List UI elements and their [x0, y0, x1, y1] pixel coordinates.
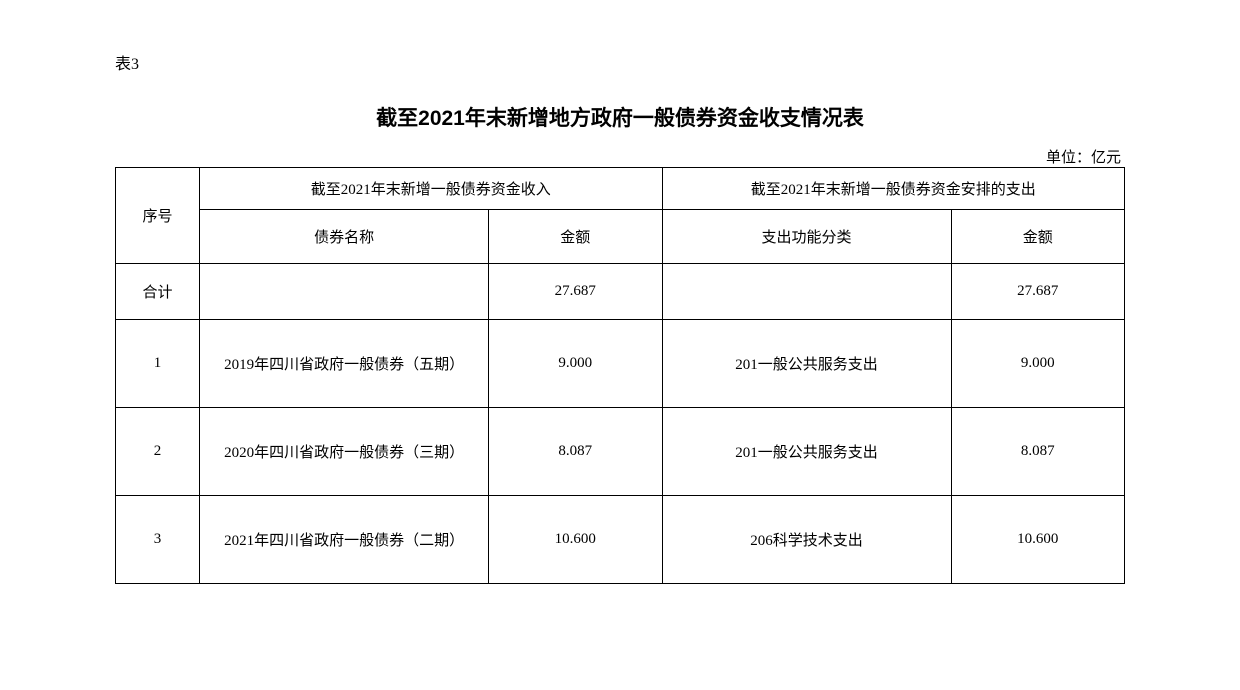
table-row: 1 2019年四川省政府一般债券（五期） 9.000 201一般公共服务支出 9…	[116, 320, 1125, 408]
header-expense-group: 截至2021年末新增一般债券资金安排的支出	[662, 168, 1124, 210]
cell-expense-amount: 8.087	[951, 408, 1124, 496]
cell-income-amount: 8.087	[489, 408, 662, 496]
total-label: 合计	[116, 264, 200, 320]
cell-income-amount: 9.000	[489, 320, 662, 408]
unit-label: 单位：亿元	[115, 146, 1125, 167]
total-income-amount: 27.687	[489, 264, 662, 320]
table-row: 2 2020年四川省政府一般债券（三期） 8.087 201一般公共服务支出 8…	[116, 408, 1125, 496]
table-row: 3 2021年四川省政府一般债券（二期） 10.600 206科学技术支出 10…	[116, 496, 1125, 584]
header-expense-category: 支出功能分类	[662, 210, 951, 264]
cell-seq: 3	[116, 496, 200, 584]
cell-seq: 1	[116, 320, 200, 408]
total-row: 合计 27.687 27.687	[116, 264, 1125, 320]
cell-bond-name: 2020年四川省政府一般债券（三期）	[200, 408, 489, 496]
cell-category: 201一般公共服务支出	[662, 320, 951, 408]
total-category	[662, 264, 951, 320]
cell-expense-amount: 9.000	[951, 320, 1124, 408]
cell-category: 206科学技术支出	[662, 496, 951, 584]
cell-category: 201一般公共服务支出	[662, 408, 951, 496]
table-number-label: 表3	[115, 50, 1125, 74]
cell-expense-amount: 10.600	[951, 496, 1124, 584]
header-expense-amount: 金额	[951, 210, 1124, 264]
header-bond-name: 债券名称	[200, 210, 489, 264]
header-income-group: 截至2021年末新增一般债券资金收入	[200, 168, 662, 210]
header-income-amount: 金额	[489, 210, 662, 264]
cell-bond-name: 2019年四川省政府一般债券（五期）	[200, 320, 489, 408]
cell-income-amount: 10.600	[489, 496, 662, 584]
bond-fund-table: 序号 截至2021年末新增一般债券资金收入 截至2021年末新增一般债券资金安排…	[115, 167, 1125, 584]
table-title: 截至2021年末新增地方政府一般债券资金收支情况表	[115, 102, 1125, 132]
cell-seq: 2	[116, 408, 200, 496]
cell-bond-name: 2021年四川省政府一般债券（二期）	[200, 496, 489, 584]
header-row-group: 序号 截至2021年末新增一般债券资金收入 截至2021年末新增一般债券资金安排…	[116, 168, 1125, 210]
header-seq: 序号	[116, 168, 200, 264]
total-expense-amount: 27.687	[951, 264, 1124, 320]
header-row-sub: 债券名称 金额 支出功能分类 金额	[116, 210, 1125, 264]
total-bond-name	[200, 264, 489, 320]
